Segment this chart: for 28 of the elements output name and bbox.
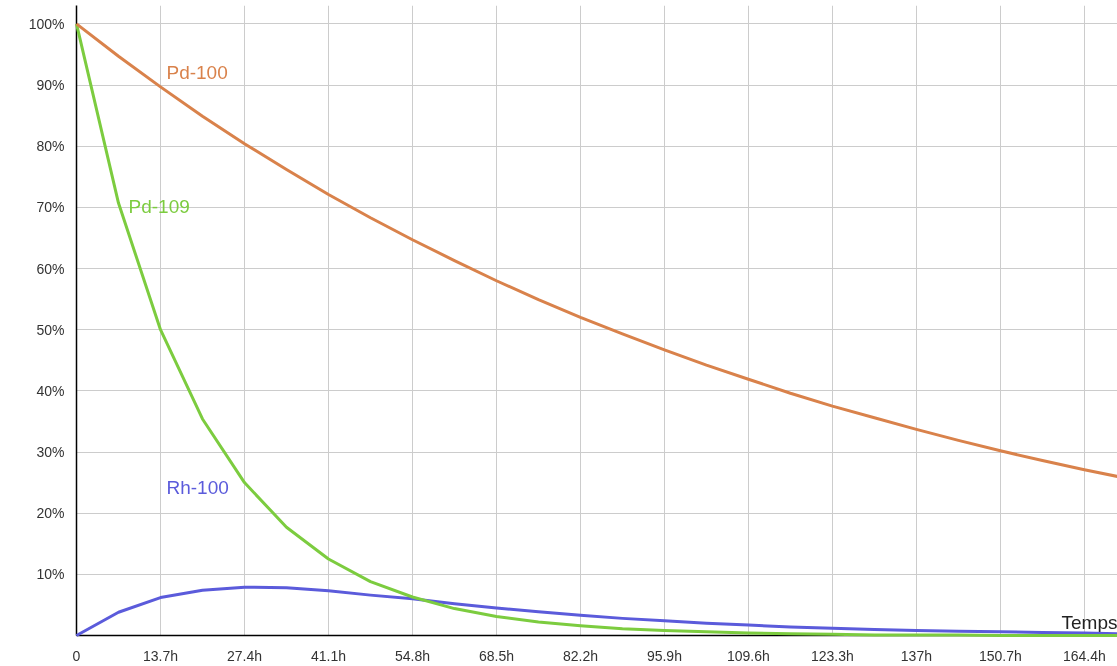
x-tick-label: 164.4h: [1062, 647, 1106, 664]
text: Rh-100: [166, 476, 229, 498]
y-tick-label: 30%: [36, 444, 65, 460]
y-tick-label: 50%: [36, 321, 65, 338]
y-tick-label: 80%: [36, 138, 65, 155]
x-tick-label: 13.7h: [142, 647, 179, 664]
x-tick-label: 123.3h: [811, 647, 854, 664]
y-tick-label: 20%: [36, 505, 65, 522]
x-tick-label: 54.8h: [394, 647, 430, 664]
x-tick-label: 0: [72, 647, 81, 664]
y-tick-label: 10%: [36, 566, 65, 583]
x-axis-title: Temps: [1061, 611, 1117, 633]
series-label: Pd-109: [128, 196, 190, 218]
x-tick-label: 150.7h: [978, 647, 1022, 664]
series-label: Pd-100: [166, 61, 228, 83]
x-tick-label: 95.9h: [646, 647, 682, 664]
x-tick-label: 41.1h: [310, 647, 346, 664]
line-series: [75, 22, 1117, 478]
y-tick-label: 60%: [36, 260, 65, 277]
x-tick-label: 109.6h: [727, 647, 770, 664]
x-tick-label: 68.5h: [478, 647, 514, 664]
y-tick-label: 90%: [36, 77, 65, 94]
y-tick-label: 70%: [36, 199, 65, 216]
y-tick-label: 40%: [36, 382, 65, 399]
x-tick-label: 27.4h: [226, 647, 263, 664]
y-tick-label: 100%: [28, 15, 65, 32]
x-tick-label: 82.2h: [562, 647, 598, 664]
x-tick-label: 137h: [900, 647, 932, 664]
